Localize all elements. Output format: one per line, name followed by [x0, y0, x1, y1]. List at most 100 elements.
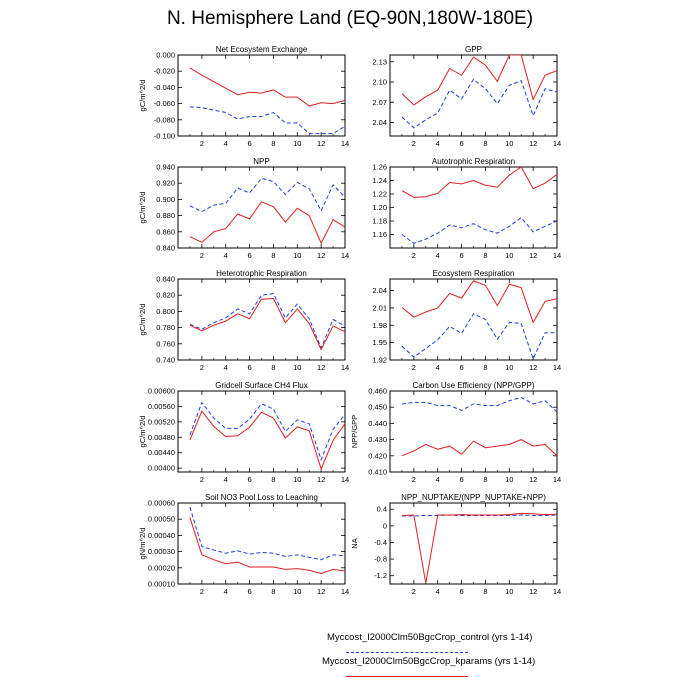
x-tick-label: 6: [459, 139, 463, 148]
y-axis-label: gC/m^2/d: [138, 80, 147, 112]
y-tick-label: 0.00010: [148, 580, 175, 589]
series-control-line: [189, 106, 345, 135]
x-tick-label: 10: [505, 251, 513, 260]
y-tick-label: 0.00480: [148, 433, 175, 442]
x-tick-label: 8: [271, 139, 275, 148]
y-tick-label: 2.04: [372, 118, 387, 127]
y-tick-label: 0.740: [156, 356, 175, 365]
panel-title: Soil NO3 Pool Loss to Leaching: [205, 493, 318, 502]
x-tick-label: 8: [271, 363, 275, 372]
x-tick-label: 6: [247, 139, 251, 148]
x-tick-label: 10: [505, 363, 513, 372]
y-tick-label: 1.20: [372, 203, 387, 212]
x-tick-label: 14: [553, 587, 561, 596]
x-tick-label: 14: [341, 139, 349, 148]
x-tick-label: 8: [271, 251, 275, 260]
y-tick-label: 1.18: [372, 217, 387, 226]
y-axis-label: gN/m^2/d: [138, 528, 147, 560]
y-tick-label: -0.040: [154, 83, 175, 92]
chart-panel-5: Heterotrophic Respiration 2 4 6 8 10 12 14 0.740…: [138, 269, 349, 372]
series-kparams-line: [401, 280, 557, 324]
x-tick-label: 12: [529, 363, 537, 372]
x-tick-label: 6: [459, 587, 463, 596]
x-tick-label: 4: [436, 251, 440, 260]
y-tick-label: -0.100: [154, 132, 175, 141]
chart-panel-9: Soil NO3 Pool Loss to Leaching 2 4 6 8 10 12 14…: [138, 493, 349, 596]
y-tick-label: -0.020: [154, 67, 175, 76]
series-kparams-line: [189, 297, 345, 351]
y-axis-label: gC/m^2/d: [138, 192, 147, 224]
y-tick-label: 2.10: [372, 78, 387, 87]
x-tick-label: 8: [483, 363, 487, 372]
x-tick-label: 10: [505, 587, 513, 596]
series-control-line: [401, 396, 557, 413]
y-tick-label: 0.000: [156, 51, 175, 60]
series-control-line: [189, 293, 345, 350]
x-tick-label: 14: [553, 475, 561, 484]
panel-title: NPP_NUPTAKE/(NPP_NUPTAKE+NPP): [401, 493, 546, 502]
chart-panel-8: Carbon Use Efficiency (NPP/GPP) 2 4 6 8 10 12 1…: [350, 381, 561, 484]
y-tick-label: 0.00030: [148, 547, 175, 556]
y-tick-label: 0.440: [368, 419, 387, 428]
x-tick-label: 2: [200, 251, 204, 260]
x-tick-label: 12: [317, 251, 325, 260]
chart-panel-6: Ecosystem Respiration 2 4 6 8 10 12 14 1.92 1.95 1…: [372, 269, 561, 372]
y-axis-label: gC/m^2/d: [138, 416, 147, 448]
x-tick-label: 14: [553, 363, 561, 372]
x-tick-label: 4: [436, 587, 440, 596]
chart-panel-7: Gridcell Surface CH4 Flux 2 4 6 8 10 12 14 0.004…: [138, 381, 349, 484]
chart-panel-4: Autotrophic Respiration 2 4 6 8 10 12 14 1.16 1.1…: [372, 157, 561, 260]
x-tick-label: 10: [505, 139, 513, 148]
x-tick-label: 2: [200, 587, 204, 596]
x-tick-label: 6: [247, 475, 251, 484]
y-tick-label: 0.760: [156, 339, 175, 348]
y-tick-label: 1.22: [372, 190, 387, 199]
y-tick-label: 0.410: [368, 468, 387, 477]
x-tick-label: 12: [317, 363, 325, 372]
x-tick-label: 8: [271, 587, 275, 596]
panel-title: NPP: [253, 157, 269, 166]
series-kparams-line: [189, 517, 345, 574]
plot-frame: [177, 166, 346, 249]
x-tick-label: 12: [317, 475, 325, 484]
x-tick-label: 2: [412, 139, 416, 148]
x-tick-label: 4: [436, 139, 440, 148]
page-title: N. Hemisphere Land (EQ-90N,180W-180E): [166, 8, 534, 29]
series-control-line: [401, 216, 557, 244]
x-tick-label: 2: [200, 475, 204, 484]
panel-title: Gridcell Surface CH4 Flux: [215, 381, 307, 390]
y-tick-label: 0.00400: [148, 464, 175, 473]
y-axis-label: NA: [350, 538, 359, 548]
y-tick-label: 2.01: [372, 303, 387, 312]
x-tick-label: 2: [200, 363, 204, 372]
x-tick-label: 10: [293, 251, 301, 260]
series-control-line: [189, 506, 345, 561]
x-tick-label: 2: [412, 475, 416, 484]
x-tick-label: 4: [224, 251, 228, 260]
y-tick-label: 0: [383, 521, 387, 530]
series-kparams-line: [401, 439, 557, 457]
series-control-line: [189, 177, 345, 213]
panel-title: Ecosystem Respiration: [433, 269, 515, 278]
x-tick-label: 6: [247, 251, 251, 260]
x-tick-label: 14: [341, 251, 349, 260]
x-tick-label: 6: [247, 363, 251, 372]
chart-panel-3: NPP 2 4 6 8 10 12 14 0.840 0.860 0.880 0.900 0.920 0.…: [138, 157, 349, 260]
x-tick-label: 4: [224, 587, 228, 596]
x-tick-label: 14: [341, 363, 349, 372]
x-tick-label: 10: [293, 363, 301, 372]
x-tick-label: 14: [553, 251, 561, 260]
panel-title: Autotrophic Respiration: [432, 157, 515, 166]
x-tick-label: 2: [412, 363, 416, 372]
legend-line-control: [346, 652, 468, 653]
plot-frame: [177, 54, 346, 137]
panel-title: GPP: [465, 45, 482, 54]
x-tick-label: 4: [224, 475, 228, 484]
y-tick-label: 0.840: [156, 275, 175, 284]
y-tick-label: -0.080: [154, 115, 175, 124]
y-tick-label: 0.00020: [148, 563, 175, 572]
y-tick-label: 1.92: [372, 356, 387, 365]
x-tick-label: 12: [529, 587, 537, 596]
x-tick-label: 6: [459, 475, 463, 484]
plot-frame: [177, 502, 346, 585]
